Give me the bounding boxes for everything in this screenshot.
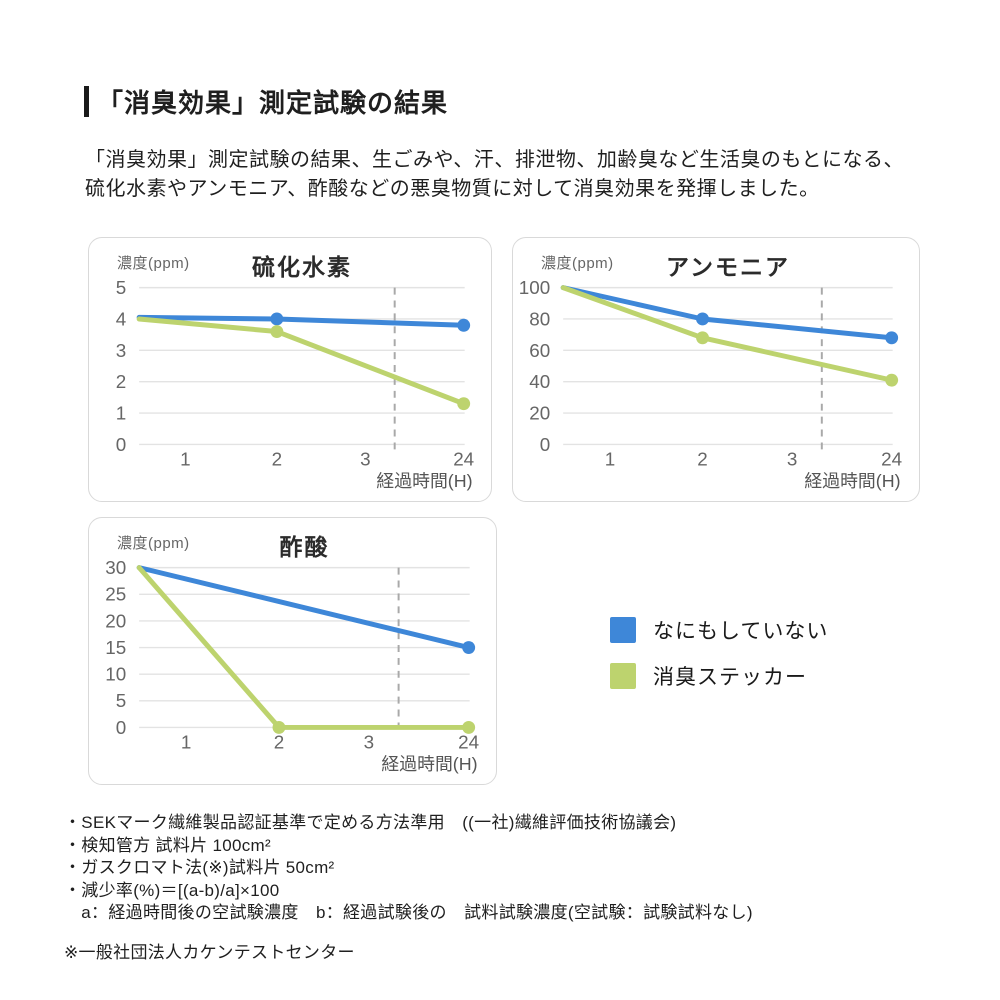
svg-text:24: 24 — [453, 448, 474, 469]
svg-text:5: 5 — [116, 690, 126, 711]
chart-card-ammonia: 0 20 40 60 80 100 1 2 3 24 経過時間(H) 濃度(ppm) アンモニア — [512, 237, 920, 502]
y-axis-unit-label: 濃度(ppm) — [541, 255, 614, 272]
footnote-line: a：経過時間後の空試験濃度 b：経過試験後の 試料試験濃度(空試験：試験試料なし… — [64, 903, 753, 922]
svg-text:40: 40 — [529, 371, 550, 392]
svg-text:0: 0 — [116, 434, 126, 455]
intro-paragraph: 「消臭効果」測定試験の結果、生ごみや、汗、排泄物、加齢臭など生活臭のもとになる、… — [85, 146, 904, 204]
svg-text:1: 1 — [605, 448, 615, 469]
svg-text:3: 3 — [360, 448, 370, 469]
chart-title-acetic-acid: 酢酸 — [279, 534, 330, 560]
svg-text:80: 80 — [529, 308, 550, 329]
legend-label-untreated: なにもしていない — [653, 620, 829, 643]
legend-label-deodorant-sticker: 消臭ステッカー — [653, 666, 807, 689]
footnote-line: ・検知管方 試料片 100cm² — [64, 835, 271, 855]
svg-text:1: 1 — [181, 731, 191, 752]
svg-text:24: 24 — [881, 448, 902, 469]
svg-text:20: 20 — [529, 403, 550, 424]
footnote-line: ・SEKマーク繊維製品認証基準で定める方法準用 ((一社)繊維評価技術協議会) — [64, 813, 677, 832]
svg-text:1: 1 — [180, 448, 190, 469]
svg-text:4: 4 — [116, 308, 126, 329]
svg-text:3: 3 — [116, 340, 126, 361]
svg-text:2: 2 — [274, 731, 284, 752]
legend-item-deodorant-sticker: 消臭ステッカー — [610, 663, 828, 689]
legend-swatch-green — [610, 663, 636, 689]
legend-swatch-blue — [610, 617, 636, 643]
svg-text:経過時間(H): 経過時間(H) — [381, 754, 477, 774]
svg-text:5: 5 — [116, 277, 126, 298]
intro-line-2: 硫化水素やアンモニア、酢酸などの悪臭物質に対して消臭効果を発揮しました。 — [85, 178, 820, 200]
svg-text:3: 3 — [364, 731, 374, 752]
svg-text:経過時間(H): 経過時間(H) — [804, 471, 900, 491]
footer-note: ※一般社団法人カケンテストセンター — [64, 943, 355, 962]
y-axis-unit-label: 濃度(ppm) — [117, 535, 190, 552]
legend-item-untreated: なにもしていない — [610, 617, 828, 643]
svg-text:2: 2 — [116, 371, 126, 392]
page-title: 「消臭効果」測定試験の結果 — [97, 88, 449, 118]
footnote-line: ・減少率(%)＝[(a-b)/a]×100 — [64, 880, 280, 900]
svg-text:1: 1 — [116, 403, 126, 424]
svg-text:15: 15 — [105, 637, 126, 658]
svg-text:100: 100 — [519, 277, 550, 298]
footnotes: ・SEKマーク繊維製品認証基準で定める方法準用 ((一社)繊維評価技術協議会) … — [64, 812, 753, 925]
svg-text:10: 10 — [105, 664, 126, 685]
svg-text:0: 0 — [116, 717, 126, 738]
svg-text:2: 2 — [272, 448, 282, 469]
svg-text:経過時間(H): 経過時間(H) — [376, 471, 472, 491]
title-accent-bar — [84, 86, 89, 117]
svg-text:20: 20 — [105, 610, 126, 631]
footnote-line: ・ガスクロマト法(※)試料片 50cm² — [64, 858, 335, 877]
chart-legend: なにもしていない 消臭ステッカー — [610, 617, 828, 709]
svg-text:25: 25 — [105, 584, 126, 605]
chart-card-hydrogen-sulfide: 0 1 2 3 4 5 1 2 3 24 経過時間(H) 濃度(ppm) 硫化水素 — [88, 237, 492, 502]
chart-card-acetic-acid: 0 5 10 15 20 25 30 1 2 3 24 経過時間(H) 濃度(ppm) 酢酸 — [88, 517, 497, 785]
y-axis-unit-label: 濃度(ppm) — [117, 255, 190, 272]
svg-text:60: 60 — [529, 340, 550, 361]
intro-line-1: 「消臭効果」測定試験の結果、生ごみや、汗、排泄物、加齢臭など生活臭のもとになる、 — [85, 149, 904, 171]
svg-text:30: 30 — [105, 557, 126, 578]
svg-text:2: 2 — [697, 448, 707, 469]
chart-title-ammonia: アンモニア — [665, 254, 791, 280]
svg-text:0: 0 — [540, 434, 550, 455]
svg-text:3: 3 — [787, 448, 797, 469]
page-heading: 「消臭効果」測定試験の結果 — [84, 83, 448, 120]
chart-title-hydrogen-sulfide: 硫化水素 — [252, 254, 352, 280]
svg-text:24: 24 — [458, 731, 479, 752]
